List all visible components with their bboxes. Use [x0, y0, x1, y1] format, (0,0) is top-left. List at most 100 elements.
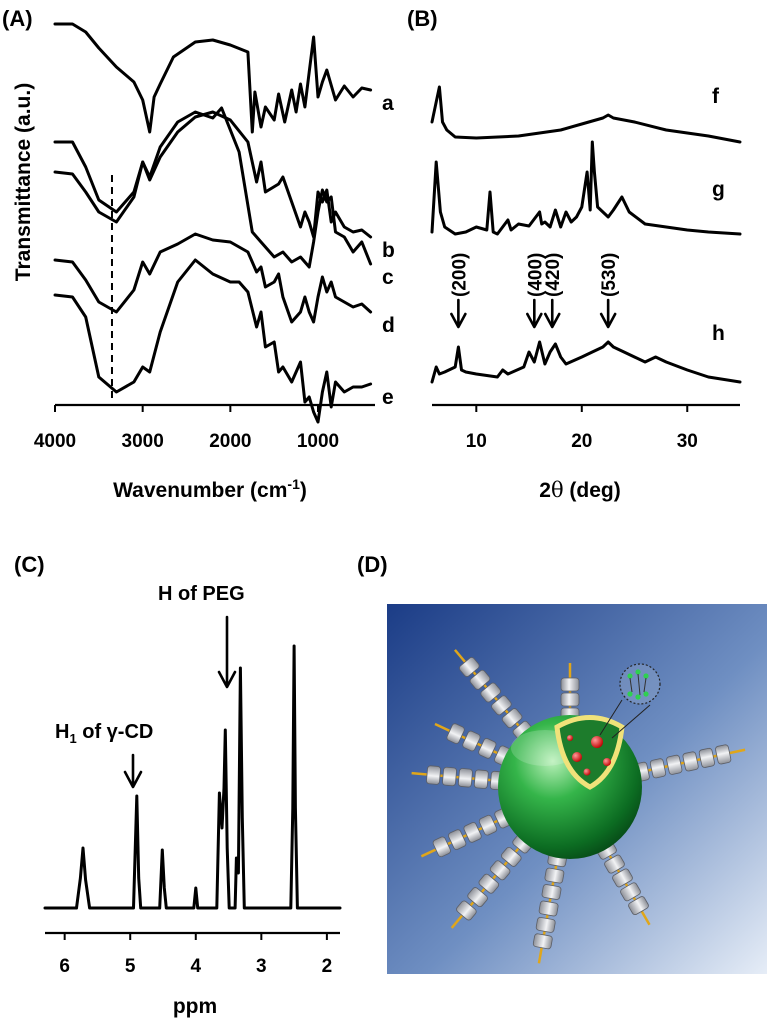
- cyclodextrin-ring-icon: [478, 738, 497, 759]
- panel-a-x-ticks: 4000 3000 2000 1000: [34, 405, 339, 452]
- cyclodextrin-ring-icon: [649, 758, 667, 779]
- cyclodextrin-ring-icon: [628, 896, 649, 916]
- cyclodextrin-ring-icon: [491, 695, 512, 716]
- cyclodextrin-ring-icon: [698, 747, 715, 768]
- drug-molecule-icon: [572, 752, 582, 762]
- cyclodextrin-ring-icon: [469, 669, 491, 690]
- peak-annotation-400: (400): [525, 253, 546, 329]
- panel-b-xlabel-suffix: (deg): [564, 479, 621, 502]
- trace-label-b: b: [382, 239, 395, 262]
- sphere-cutaway-shell: [554, 715, 625, 790]
- drug-molecule-icon: [591, 736, 603, 748]
- cyclodextrin-ring-icon: [463, 822, 482, 843]
- peak-annotation-420: (420): [543, 253, 564, 329]
- panel-c-x-tick-label: 3: [256, 956, 267, 977]
- cyclodextrin-ring-icon: [473, 769, 489, 789]
- nmr-spectrum: [43, 644, 342, 910]
- panel-c-x-ticks: 6 5 4 3 2: [59, 933, 332, 977]
- polyrotaxane-arm: [532, 850, 568, 964]
- cyclodextrin-ring-icon: [620, 882, 641, 902]
- trace-label-f: f: [712, 85, 720, 108]
- drug-molecule-icon: [567, 735, 573, 741]
- panel-b-x-tick-label: 10: [466, 431, 487, 452]
- panel-c-x-tick-label: 6: [59, 956, 70, 977]
- ftir-trace-a: [53, 22, 373, 134]
- peak-arrow-icon: [526, 298, 543, 329]
- peak-annotation-label: (200): [449, 253, 470, 297]
- xrd-trace-g: [430, 140, 742, 236]
- polyrotaxane-arm: [633, 744, 746, 782]
- peak-annotation-label: (530): [599, 253, 620, 297]
- panel-a-traces: [53, 22, 373, 424]
- trace-label-a: a: [382, 92, 394, 115]
- cyclodextrin-ring-icon: [489, 860, 511, 881]
- panel-d-label: (D): [357, 552, 388, 577]
- cyclodextrin-ring-icon: [432, 836, 451, 858]
- panel-b-x-tick-label: 20: [571, 431, 592, 452]
- cyclodextrin-ring-icon: [560, 677, 580, 692]
- panel-b-annotations: (200) (400)(420) (530): [449, 253, 620, 329]
- cyclodextrin-ring-icon: [541, 884, 562, 900]
- panel-b-trace-labels: f g h: [712, 85, 725, 345]
- panel-a-x-tick-label: 2000: [209, 431, 251, 452]
- cyclodextrin-ring-icon: [612, 868, 633, 888]
- panel-c-traces: [43, 644, 342, 910]
- polyrotaxane-arm: [560, 663, 580, 722]
- ftir-trace-d: [53, 232, 373, 324]
- trace-label-d: d: [382, 314, 395, 337]
- annotation-h1-of-gamma-cd: H1 of γ-CD: [55, 721, 153, 746]
- annotation-h1-sub: 1: [69, 731, 76, 746]
- cyclodextrin-ring-icon: [501, 846, 522, 867]
- zoom-guide-lines: [599, 699, 651, 739]
- cyclodextrin-ring-icon: [446, 723, 465, 744]
- peak-arrow-icon: [543, 298, 561, 329]
- panel-b-label: (B): [407, 6, 438, 31]
- trace-label-c: c: [382, 266, 394, 289]
- annotation-h1-rest: of γ-CD: [77, 721, 154, 743]
- peak-annotation-label: (400): [525, 253, 546, 297]
- cyclodextrin-ring-icon: [456, 900, 477, 921]
- cyclodextrin-ring-icon: [467, 887, 488, 908]
- trace-label-e: e: [382, 386, 394, 409]
- panel-b-x-tick-label: 30: [677, 431, 698, 452]
- cyclodextrin-ring-icon: [544, 867, 565, 884]
- panel-b-xlabel-prefix: 2: [539, 479, 551, 502]
- panel-a-x-tick-label: 4000: [34, 431, 76, 452]
- peak-annotation-200: (200): [449, 253, 470, 329]
- panel-d: (D): [357, 552, 767, 974]
- cyclodextrin-arms: [411, 649, 746, 964]
- panel-a-xlabel-close: ): [300, 479, 307, 502]
- cyclodextrin-ring-icon: [478, 814, 498, 836]
- ftir-trace-c: [53, 106, 373, 269]
- cyclodextrin-ring-icon: [532, 933, 553, 950]
- cyclodextrin-ring-icon: [462, 730, 481, 752]
- cyclodextrin-ring-icon: [535, 917, 556, 933]
- ftir-trace-b: [53, 110, 373, 239]
- drug-molecule-icon: [603, 758, 611, 766]
- panel-a-xlabel-sup: -1: [287, 476, 300, 492]
- cyclodextrin-ring-icon: [459, 657, 480, 677]
- xrd-trace-f: [430, 85, 742, 144]
- panel-a-xlabel-main: Wavenumber (cm: [113, 479, 287, 502]
- cyclodextrin-ring-icon: [604, 854, 625, 874]
- panel-c: (C) 6 5 4 3 2 ppm H of PEG H1 of γ-CD: [14, 552, 342, 1018]
- panel-c-x-tick-label: 2: [322, 956, 333, 977]
- peak-arrow-icon: [599, 298, 617, 329]
- panel-c-label: (C): [14, 552, 45, 577]
- cyclodextrin-ring-icon: [448, 829, 467, 850]
- peak-annotation-530: (530): [599, 253, 620, 329]
- polyrotaxane-arm: [420, 807, 513, 858]
- cyclodextrin-ring-icon: [457, 768, 473, 788]
- arrow-peg-icon: [217, 615, 237, 689]
- panel-b-traces: [430, 85, 742, 384]
- cyclodextrin-ring-icon: [538, 900, 559, 917]
- cyclodextrin-ring-icon: [682, 751, 699, 772]
- ftir-trace-e: [53, 258, 373, 424]
- cyclodextrin-ring-icon: [501, 708, 523, 729]
- polyrotaxane-arm: [453, 649, 534, 741]
- annotation-h-of-peg: H of PEG: [158, 583, 245, 605]
- panel-a-xlabel: Wavenumber (cm-1): [113, 476, 307, 502]
- cyclodextrin-ring-icon: [715, 744, 732, 765]
- trace-label-h: h: [712, 322, 725, 345]
